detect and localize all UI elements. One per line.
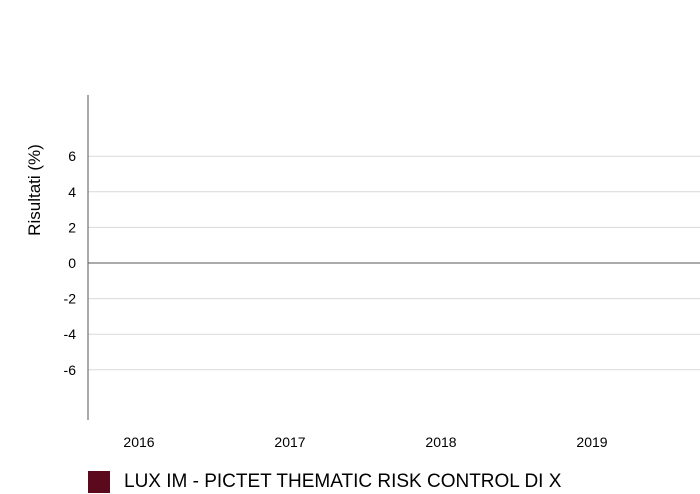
legend-swatch <box>88 471 110 493</box>
y-tick-label: 2 <box>68 219 76 235</box>
x-tick-label: 2017 <box>274 434 305 450</box>
x-tick-label: 2018 <box>425 434 456 450</box>
y-tick-label: 6 <box>68 148 76 164</box>
axes <box>87 95 700 420</box>
legend-label: LUX IM - PICTET THEMATIC RISK CONTROL DI… <box>124 471 562 492</box>
legend: LUX IM - PICTET THEMATIC RISK CONTROL DI… <box>88 470 561 494</box>
y-tick-label: -2 <box>64 291 77 307</box>
y-tick-label: -6 <box>64 362 77 378</box>
y-tick-label: -4 <box>64 326 77 342</box>
gridlines <box>88 155 700 371</box>
x-tick-label: 2016 <box>123 434 154 450</box>
y-tick-label: 4 <box>68 184 76 200</box>
y-axis-label: Risultati (%) <box>25 144 44 236</box>
y-tick-label: 0 <box>68 255 76 271</box>
x-tick-label: 2019 <box>576 434 607 450</box>
